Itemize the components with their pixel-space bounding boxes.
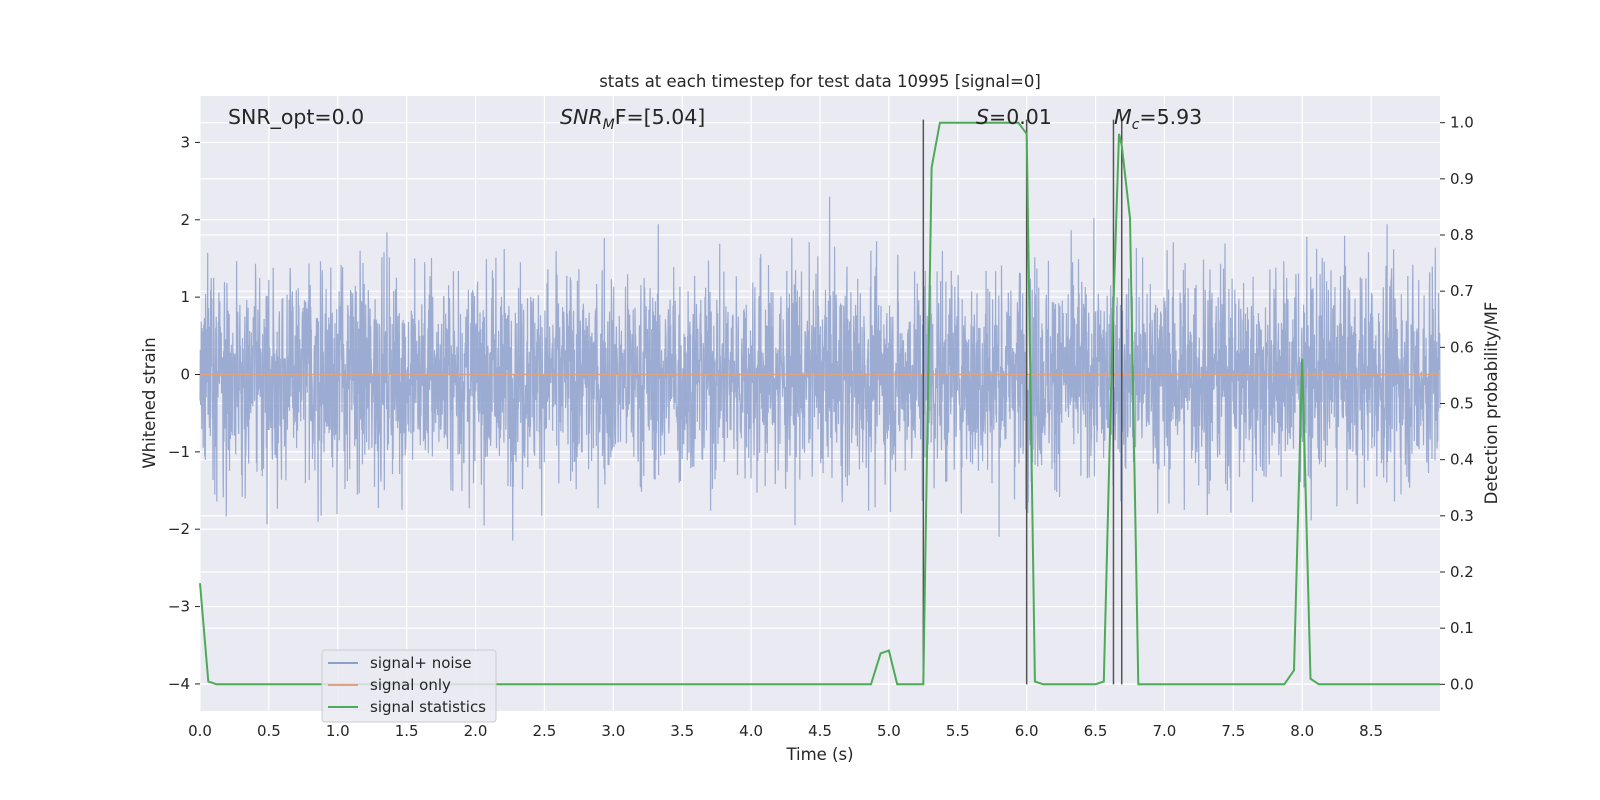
x-tick-label: 1.0 [326,722,350,740]
y-tick-label: −4 [168,675,190,693]
mc-label: M [1114,105,1132,129]
y-right-tick-label: 0.9 [1450,170,1474,188]
x-axis-label: Time (s) [785,745,853,764]
x-tick-labels: 0.0 0.5 1.0 1.5 2.0 2.5 3.0 3.5 4.0 4.5 5.0 5.5 6.0 6… [188,722,1383,740]
y-axis-label: Whitened strain [140,337,159,468]
mc-value: =5.93 [1139,105,1202,129]
mc-annotation: Mc=5.93 [1114,105,1202,133]
x-tick-label: 3.0 [601,722,625,740]
vertical-markers [922,119,1123,685]
x-tick-label: 2.5 [533,722,557,740]
x-tick-label: 8.0 [1290,722,1314,740]
mc-subscript: c [1132,117,1140,133]
legend-box [321,649,497,723]
y-right-tick-label: 0.8 [1450,226,1474,244]
snr-mf-prefix: SNR [560,105,603,129]
x-tick-label: 4.5 [808,722,832,740]
y-tick-label: −2 [168,520,190,538]
x-tick-label: 0.0 [188,722,212,740]
snr-opt-annotation: SNR_opt=0.0 [228,105,364,130]
y-tick-labels: −4 −3 −2 −1 0 1 2 3 [168,133,200,693]
s-value: =0.01 [989,105,1052,129]
y-tick-label: −3 [168,598,190,616]
snr-mf-annotation: SNRMF=[5.04] [560,105,705,133]
x-tick-label: 7.5 [1221,722,1245,740]
signal-statistics-series [199,121,1440,686]
y-right-tick-label: 0.6 [1450,338,1474,356]
x-tick-label: 3.5 [670,722,694,740]
snr-mf-subscript: M [603,117,615,133]
legend-label-signal-statistics: signal statistics [370,698,486,716]
legend: signal+ noise signal only signal statist… [321,649,497,723]
y-right-tick-label: 0.0 [1450,675,1474,693]
y-right-tick-label: 1.0 [1450,114,1474,132]
y-right-tick-label: 0.5 [1450,395,1474,413]
x-tick-label: 0.5 [257,722,281,740]
noise-line [199,196,1441,541]
y-right-tick-labels: 0.0 0.1 0.2 0.3 0.4 0.5 0.6 0.7 0.8 0.9 1.0 [1440,114,1474,693]
y-tick-label: 0 [180,365,190,383]
s-annotation: S=0.01 [976,105,1052,129]
snr-mf-value: F=[5.04] [615,105,706,129]
x-tick-label: 4.0 [739,722,763,740]
x-tick-label: 2.0 [464,722,488,740]
y-right-tick-label: 0.2 [1450,563,1474,581]
x-tick-label: 7.0 [1153,722,1177,740]
x-tick-label: 8.5 [1359,722,1383,740]
legend-label-signal-noise: signal+ noise [370,654,472,672]
x-tick-label: 6.5 [1084,722,1108,740]
signal-statistics-line [199,121,1440,686]
y-right-axis-label: Detection probability/MF [1482,302,1501,505]
x-tick-label: 1.5 [395,722,419,740]
legend-label-signal-only: signal only [370,676,451,694]
x-tick-label: 5.0 [877,722,901,740]
s-label: S [976,105,989,129]
noise-series [199,196,1441,541]
y-tick-label: 2 [180,211,190,229]
x-tick-label: 6.0 [1015,722,1039,740]
x-tick-label: 5.5 [946,722,970,740]
y-right-tick-label: 0.1 [1450,619,1474,637]
y-right-tick-label: 0.3 [1450,507,1474,525]
chart-title: stats at each timestep for test data 109… [599,72,1041,91]
y-tick-label: 1 [180,288,190,306]
y-tick-label: 3 [180,133,190,151]
y-right-tick-label: 0.7 [1450,282,1474,300]
y-right-tick-label: 0.4 [1450,451,1474,469]
y-tick-label: −1 [168,443,190,461]
